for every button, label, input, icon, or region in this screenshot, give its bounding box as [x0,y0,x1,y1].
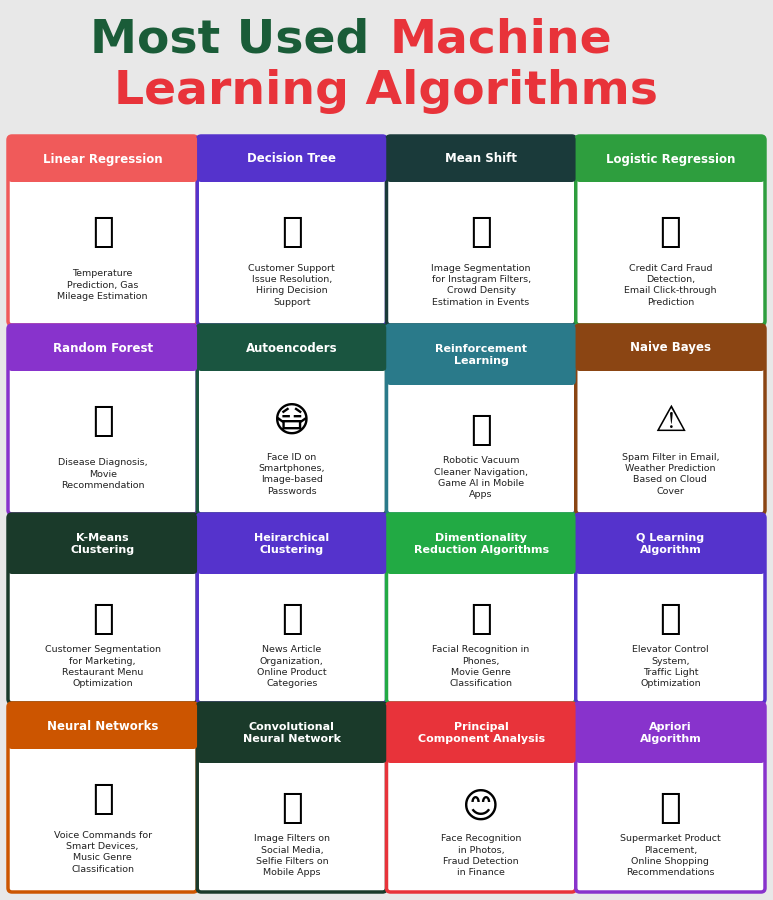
FancyBboxPatch shape [386,703,576,763]
Text: K-Means
Clustering: K-Means Clustering [70,533,135,554]
Bar [580,707,761,755]
Bar [12,329,193,363]
Text: 📰: 📰 [281,602,303,636]
FancyBboxPatch shape [386,514,576,574]
FancyBboxPatch shape [576,703,765,892]
FancyBboxPatch shape [386,514,576,703]
Text: Disease Diagnosis,
Movie
Recommendation: Disease Diagnosis, Movie Recommendation [58,458,148,491]
Bar [201,329,383,363]
Text: Machine: Machine [390,17,613,62]
Bar [12,140,193,174]
Text: Random Forest: Random Forest [53,341,153,355]
Text: Learning Algorithms: Learning Algorithms [114,69,658,114]
Text: Decision Tree: Decision Tree [247,152,336,166]
Text: Facial Recognition in
Phones,
Movie Genre
Classification: Facial Recognition in Phones, Movie Genr… [433,645,530,688]
Text: Reinforcement
Learning: Reinforcement Learning [435,344,527,365]
Text: Convolutional
Neural Network: Convolutional Neural Network [243,722,341,743]
Text: 📱: 📱 [470,602,492,636]
FancyBboxPatch shape [386,136,576,325]
Bar [201,707,383,755]
FancyBboxPatch shape [197,514,386,703]
Bar [390,707,572,755]
Text: Most Used: Most Used [90,17,386,62]
Text: 🚦: 🚦 [659,602,681,636]
Text: 🖼: 🖼 [281,791,303,825]
Text: Customer Support
Issue Resolution,
Hiring Decision
Support: Customer Support Issue Resolution, Hirin… [248,264,335,307]
FancyBboxPatch shape [576,136,765,325]
Bar [390,140,572,174]
Bar [12,707,193,741]
Text: Logistic Regression: Logistic Regression [606,152,735,166]
Text: News Article
Organization,
Online Product
Categories: News Article Organization, Online Produc… [257,645,327,688]
Text: Mean Shift: Mean Shift [445,152,517,166]
FancyBboxPatch shape [8,136,197,182]
Text: 😊: 😊 [462,791,500,825]
Text: Dimentionality
Reduction Algorithms: Dimentionality Reduction Algorithms [414,533,549,554]
Text: Credit Card Fraud
Detection,
Email Click-through
Prediction: Credit Card Fraud Detection, Email Click… [624,264,717,307]
FancyBboxPatch shape [197,703,386,763]
Bar [201,518,383,566]
Text: Face Recognition
in Photos,
Fraud Detection
in Finance: Face Recognition in Photos, Fraud Detect… [441,834,521,878]
FancyBboxPatch shape [8,703,197,892]
FancyBboxPatch shape [197,703,386,892]
Text: Robotic Vacuum
Cleaner Navigation,
Game AI in Mobile
Apps: Robotic Vacuum Cleaner Navigation, Game … [434,456,528,500]
FancyBboxPatch shape [386,325,576,385]
FancyBboxPatch shape [576,136,765,182]
FancyBboxPatch shape [197,325,386,371]
Text: Face ID on
Smartphones,
Image-based
Passwords: Face ID on Smartphones, Image-based Pass… [259,453,325,496]
Text: Q Learning
Algorithm: Q Learning Algorithm [636,533,704,554]
Text: Autoencoders: Autoencoders [246,341,338,355]
Text: Heirarchical
Clustering: Heirarchical Clustering [254,533,329,554]
FancyBboxPatch shape [8,136,197,325]
FancyBboxPatch shape [8,325,197,371]
Text: Apriori
Algorithm: Apriori Algorithm [639,722,701,743]
FancyBboxPatch shape [386,136,576,182]
Text: 📷: 📷 [470,215,492,249]
Bar [580,140,761,174]
Text: 🛍: 🛍 [659,791,681,825]
Text: Supermarket Product
Placement,
Online Shopping
Recommendations: Supermarket Product Placement, Online Sh… [620,834,720,878]
FancyBboxPatch shape [197,325,386,514]
Text: ⚠: ⚠ [654,404,686,438]
Bar [201,140,383,174]
Text: Voice Commands for
Smart Devices,
Music Genre
Classification: Voice Commands for Smart Devices, Music … [53,831,152,874]
Text: Linear Regression: Linear Regression [43,152,162,166]
Text: Spam Filter in Email,
Weather Prediction
Based on Cloud
Cover: Spam Filter in Email, Weather Prediction… [621,453,719,496]
FancyBboxPatch shape [197,136,386,182]
Bar [12,518,193,566]
FancyBboxPatch shape [576,514,765,574]
FancyBboxPatch shape [8,514,197,703]
Text: 💳: 💳 [659,215,681,249]
Bar [580,518,761,566]
Text: 🧑: 🧑 [281,215,303,249]
Text: 📋: 📋 [92,602,114,636]
FancyBboxPatch shape [386,325,576,514]
FancyBboxPatch shape [197,136,386,325]
Text: Customer Segmentation
for Marketing,
Restaurant Menu
Optimization: Customer Segmentation for Marketing, Res… [45,645,161,688]
Text: 🤖: 🤖 [470,413,492,447]
Bar [390,518,572,566]
Bar [390,329,572,377]
Text: Elevator Control
System,
Traffic Light
Optimization: Elevator Control System, Traffic Light O… [632,645,709,688]
Text: Principal
Component Analysis: Principal Component Analysis [417,722,545,743]
FancyBboxPatch shape [8,514,197,574]
Text: 😷: 😷 [273,404,311,438]
Bar [580,329,761,363]
Text: Neural Networks: Neural Networks [47,719,158,733]
Text: 🎬: 🎬 [92,404,114,438]
FancyBboxPatch shape [576,703,765,763]
FancyBboxPatch shape [197,514,386,574]
FancyBboxPatch shape [576,514,765,703]
Text: Image Filters on
Social Media,
Selfie Filters on
Mobile Apps: Image Filters on Social Media, Selfie Fi… [254,834,330,878]
Text: Temperature
Prediction, Gas
Mileage Estimation: Temperature Prediction, Gas Mileage Esti… [57,269,148,302]
FancyBboxPatch shape [386,703,576,892]
FancyBboxPatch shape [8,325,197,514]
FancyBboxPatch shape [576,325,765,514]
FancyBboxPatch shape [576,325,765,371]
FancyBboxPatch shape [8,703,197,749]
Text: Naive Bayes: Naive Bayes [630,341,711,355]
Text: 📢: 📢 [92,782,114,816]
Text: 🌡: 🌡 [92,215,114,249]
Text: Image Segmentation
for Instagram Filters,
Crowd Density
Estimation in Events: Image Segmentation for Instagram Filters… [431,264,531,307]
